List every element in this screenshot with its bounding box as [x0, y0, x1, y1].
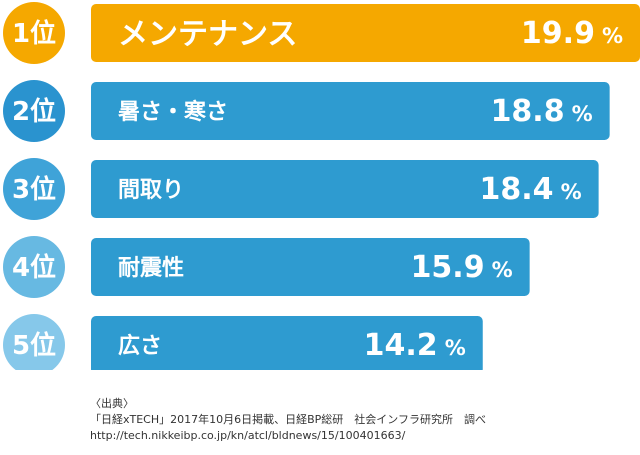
- rank-label-5: 5位: [12, 330, 56, 361]
- value-label-5: 14.2%: [364, 328, 466, 363]
- rank-label-3: 3位: [12, 174, 56, 205]
- value-label-4: 15.9%: [411, 250, 513, 285]
- source-heading: 〈出典〉: [90, 397, 134, 410]
- value-label-2: 18.8%: [491, 94, 593, 129]
- bar-2: [91, 82, 610, 140]
- source-url: http://tech.nikkeibp.co.jp/kn/atcl/bldne…: [90, 429, 406, 442]
- bar-row-3: 3位 間取り 18.4%: [3, 158, 599, 220]
- value-label-1: 19.9%: [521, 16, 623, 51]
- bar-row-2: 2位 暑さ・寒さ 18.8%: [3, 80, 610, 142]
- ranking-bar-chart: 1位 メンテナンス 19.9 % 2位 暑さ・寒さ 18.8 % 3位 間取り 18.4 % 4位 耐震性…: [3, 2, 640, 370]
- rank-badge-5: [3, 314, 65, 370]
- rank-badge-3: [3, 158, 65, 220]
- source-note: 〈出典〉 「日経xTECH」2017年10月6日掲載、日経BP総研 社会インフラ…: [90, 396, 630, 444]
- bar-4: [91, 238, 530, 296]
- category-label-5: 広さ: [118, 333, 162, 359]
- category-label-4: 耐震性: [118, 256, 184, 281]
- rank-label-1: 1位: [12, 18, 56, 49]
- bar-3: [91, 160, 599, 218]
- source-citation: 「日経xTECH」2017年10月6日掲載、日経BP総研 社会インフラ研究所 調…: [90, 413, 486, 426]
- bar-1: [91, 4, 640, 62]
- bar-5: [91, 316, 483, 370]
- rank-badge-2: [3, 80, 65, 142]
- bar-row-1: 1位 メンテナンス 19.9%: [3, 2, 640, 64]
- rank-label-2: 2位: [12, 96, 56, 127]
- rank-badge-1: [3, 2, 65, 64]
- rank-label-4: 4位: [12, 252, 56, 283]
- category-label-2: 暑さ・寒さ: [118, 99, 228, 125]
- category-label-1: メンテナンス: [118, 17, 297, 52]
- rank-badge-4: [3, 236, 65, 298]
- bar-row-4: 4位 耐震性 15.9%: [3, 236, 530, 298]
- category-label-3: 間取り: [118, 178, 184, 203]
- value-label-3: 18.4%: [480, 172, 582, 207]
- bar-row-5: 5位 広さ 14.2%: [3, 314, 483, 370]
